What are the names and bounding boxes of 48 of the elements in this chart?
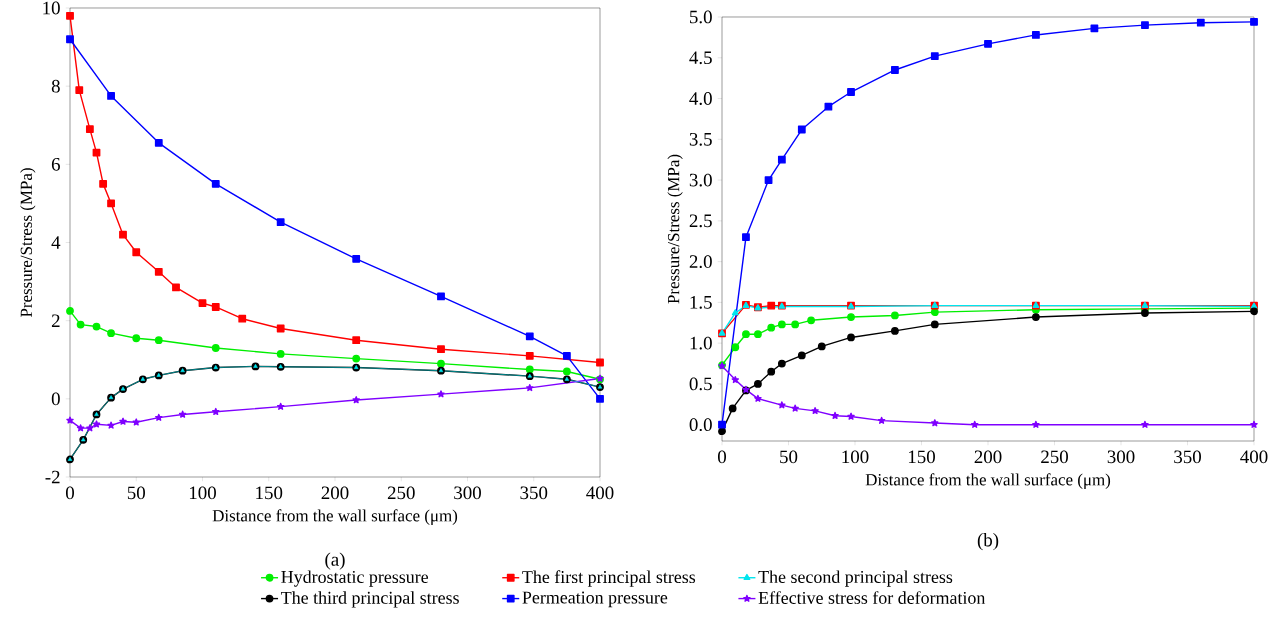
- y-tick-label: 2.0: [689, 255, 712, 269]
- x-tick-label: 300: [454, 486, 481, 500]
- y-tick-label: 0: [51, 392, 60, 406]
- y-tick-label: 2: [51, 314, 60, 327]
- legend-label: Hydrostatic pressure: [281, 570, 429, 587]
- y-tick-label: -2: [45, 470, 60, 484]
- x-axis-title: Distance from the wall surface (μm): [212, 509, 458, 525]
- legend-label: The second principal stress: [758, 570, 953, 587]
- y-tick-label: 6: [51, 157, 60, 171]
- x-tick-label: 50: [780, 450, 798, 464]
- legend-label: Effective stress for deformation: [758, 591, 986, 604]
- x-tick-label: 150: [908, 450, 935, 464]
- x-tick-label: 200: [974, 450, 1002, 464]
- y-tick-label: 8: [51, 79, 60, 93]
- x-tick-label: 400: [1240, 450, 1268, 464]
- legend-label: The third principal stress: [281, 591, 459, 608]
- y-tick-label: 4: [51, 236, 61, 249]
- y-tick-label: 4.0: [689, 92, 712, 105]
- y-tick-label: 10: [43, 1, 60, 15]
- y-tick-label: 4.5: [689, 51, 712, 65]
- x-tick-label: 100: [189, 486, 216, 500]
- y-axis-title: Pressure/Stress (MPa): [20, 168, 36, 318]
- x-tick-label: 100: [842, 450, 869, 464]
- y-tick-label: 0.0: [689, 418, 712, 432]
- y-axis-title: Pressure/Stress (MPa): [667, 154, 683, 304]
- legend-label: Permeation pressure: [522, 591, 668, 608]
- x-tick-label: 250: [387, 486, 415, 500]
- x-tick-label: 250: [1041, 450, 1068, 464]
- text: (a): [325, 552, 345, 570]
- x-tick-label: 300: [1107, 450, 1135, 464]
- y-tick-label: 3.0: [689, 173, 712, 187]
- x-tick-label: 0: [65, 486, 74, 500]
- x-axis-title: Distance from the wall surface (μm): [865, 473, 1111, 489]
- y-tick-label: 2.5: [689, 214, 712, 228]
- x-tick-label: 350: [520, 486, 548, 500]
- y-tick-label: 1.5: [690, 296, 712, 309]
- y-tick-label: 0.5: [689, 377, 712, 391]
- x-tick-label: 200: [321, 486, 349, 500]
- x-tick-label: 400: [586, 486, 614, 500]
- x-tick-label: 150: [256, 486, 283, 500]
- y-tick-label: 5.0: [690, 10, 712, 24]
- y-tick-label: 3.5: [689, 132, 712, 146]
- x-tick-label: 0: [718, 450, 727, 464]
- x-tick-label: 350: [1174, 450, 1201, 464]
- x-tick-label: 50: [127, 486, 145, 500]
- text: (b): [977, 533, 999, 551]
- legend-label: The first principal stress: [522, 570, 696, 587]
- y-tick-label: 1.0: [690, 336, 712, 350]
